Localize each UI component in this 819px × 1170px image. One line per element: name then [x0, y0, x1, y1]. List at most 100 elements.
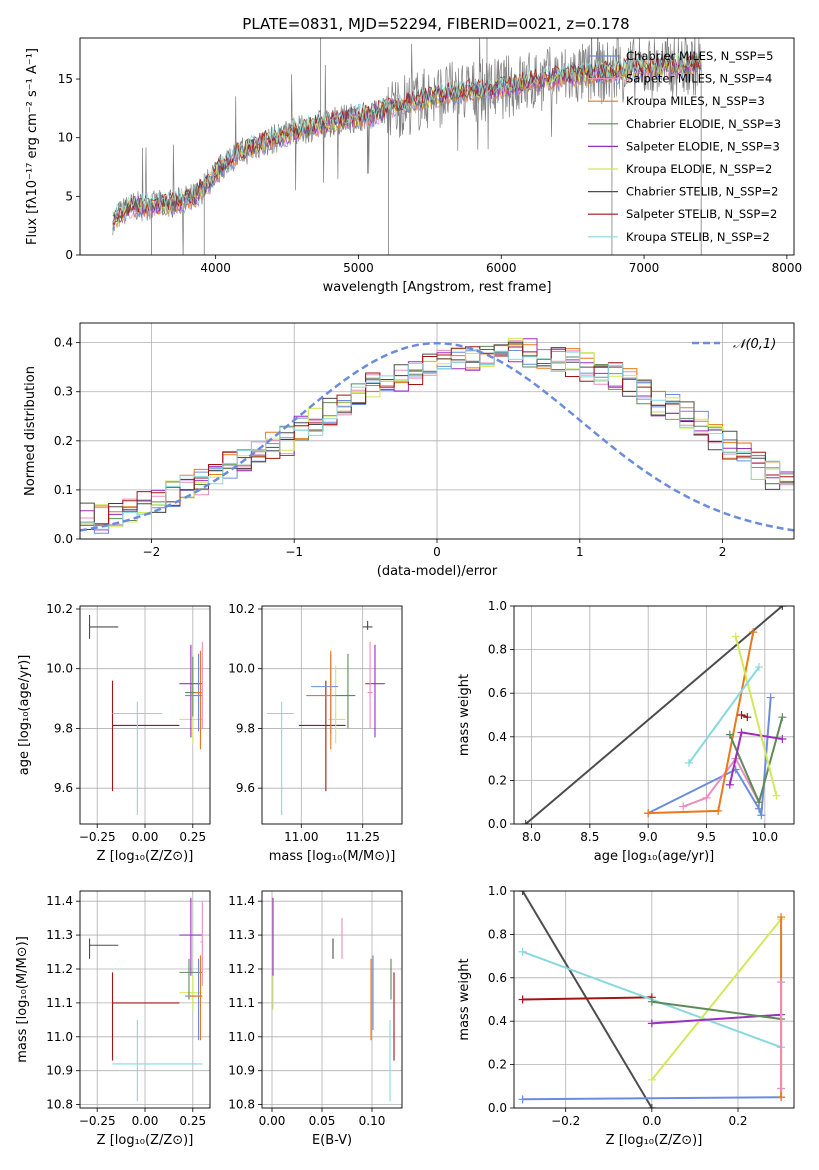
y-tick-label: 9.8 [54, 721, 73, 735]
y-tick-label: 11.4 [46, 894, 73, 908]
legend: Chabrier MILES, N_SSP=5 Salpeter MILES, N… [588, 49, 781, 244]
y-tick-label: 0.4 [488, 730, 507, 744]
plot-area-age-weight [521, 606, 787, 824]
x-tick-label: 0.25 [179, 1114, 206, 1128]
x-tick-label: 9.5 [697, 830, 716, 844]
weight-marker [518, 891, 527, 895]
normal-curve [80, 341, 794, 532]
weight-marker [778, 734, 787, 743]
y-axis-label: mass [log₁₀(M/M⊙)] [15, 936, 30, 1063]
x-axis-label: wavelength [Angstrom, rest frame] [323, 280, 552, 295]
y-tick-label: 10.2 [228, 602, 255, 616]
y-tick-label: 10.9 [228, 1064, 255, 1078]
y-tick-label: 9.6 [54, 781, 73, 795]
y-tick-label: 0.0 [54, 532, 73, 546]
x-tick-label: 0.25 [179, 830, 206, 844]
weight-marker [743, 713, 752, 722]
model-spectrum [112, 53, 702, 225]
x-tick-label: 8.0 [522, 830, 541, 844]
legend-label: Kroupa MILES, N_SSP=3 [626, 94, 765, 108]
weight-marker [644, 809, 653, 818]
y-tick-label: 11.3 [46, 928, 73, 942]
weight-marker [714, 806, 723, 815]
x-tick-label: 5000 [343, 261, 374, 275]
plot-area-spectrum [112, 38, 702, 255]
y-axis-label: age [log₁₀(age/yr)] [17, 655, 32, 776]
y-axis-label: Flux [fλ10⁻¹⁷ erg cm⁻² s⁻¹ A⁻¹] [25, 48, 40, 245]
x-tick-label: 8000 [772, 261, 803, 275]
y-tick-label: 11.3 [228, 928, 255, 942]
weight-marker [731, 632, 740, 641]
residual-histogram [80, 346, 794, 530]
legend-label: Salpeter ELODIE, N_SSP=3 [626, 139, 780, 153]
legend-label: Salpeter STELIB, N_SSP=2 [626, 207, 777, 221]
axes-frame [513, 890, 795, 1109]
axes-frame [79, 37, 795, 256]
axes-frame [79, 890, 211, 1109]
weight-line [522, 1096, 782, 1101]
x-tick-label: −0.25 [79, 1114, 116, 1128]
y-tick-label: 10.8 [46, 1098, 73, 1112]
weight-line [651, 918, 782, 1081]
weight-marker [737, 711, 746, 719]
x-tick-label: 9.0 [639, 830, 658, 844]
residual-histogram [80, 349, 794, 530]
axes-mass-age: 11.00 11.25 9.6 9.8 10.0 10.2 mass [log₁₀(M/M⊙… [228, 602, 403, 864]
plot-area-mass-age [266, 620, 385, 816]
axes-frame [261, 890, 403, 1109]
y-tick-label: 10.0 [228, 662, 255, 676]
x-axis-label: age [log₁₀(age/yr)] [594, 849, 715, 864]
figure-title: PLATE=0831, MJD=52294, FIBERID=0021, z=0… [242, 15, 629, 33]
weight-marker [518, 995, 527, 1004]
x-tick-label: 1 [576, 545, 584, 559]
y-tick-label: 9.8 [236, 721, 255, 735]
x-axis-label: Z [log₁₀(Z/Z⊙)] [606, 1133, 703, 1148]
legend-label: Chabrier MILES, N_SSP=5 [626, 49, 773, 63]
axes-frame [261, 605, 403, 825]
x-tick-label: −0.25 [79, 830, 116, 844]
weight-marker [777, 913, 786, 922]
y-tick-label: 0.2 [488, 773, 507, 787]
y-tick-label: 11.2 [46, 962, 73, 976]
x-axis-label: (data-model)/error [377, 564, 498, 579]
y-tick-label: 11.0 [228, 1030, 255, 1044]
x-tick-label: 0.0 [642, 1114, 661, 1128]
y-tick-label: 11.1 [46, 996, 73, 1010]
x-tick-label: 10.0 [751, 830, 778, 844]
x-tick-label: 2 [719, 545, 727, 559]
weight-marker [702, 793, 711, 802]
weight-line [682, 756, 760, 808]
weight-marker [647, 997, 656, 1006]
weight-marker [647, 1019, 656, 1028]
axes-frame [79, 605, 211, 825]
axes-age-weight: 8.0 8.5 9.0 9.5 10.0 0.0 0.2 0.4 0.6 0.8 1.0 age [l… [457, 599, 795, 864]
weight-line [525, 606, 783, 824]
weight-marker [777, 1084, 786, 1093]
axes-z-age: −0.25 0.00 0.25 9.6 9.8 10.0 10.2 Z [log₁₀(Z/Z⊙… [17, 602, 211, 864]
y-tick-label: 0.2 [488, 1058, 507, 1072]
y-tick-label: 15 [58, 72, 73, 86]
y-tick-label: 11.1 [228, 996, 255, 1010]
plot-area-z-age [89, 614, 203, 816]
x-tick-label: 0.2 [728, 1114, 747, 1128]
weight-line [522, 996, 652, 1001]
y-tick-label: 9.6 [236, 781, 255, 795]
model-spectrum [112, 52, 702, 223]
weight-marker [737, 728, 746, 737]
y-tick-label: 0.8 [488, 927, 507, 941]
weight-marker [518, 947, 527, 956]
x-tick-label: 4000 [200, 261, 231, 275]
plot-area-z-mass [89, 897, 203, 1102]
axes-residuals: −2 −1 0 1 2 0.0 0.1 0.2 0.3 0.4 (data-model)/error… [23, 322, 795, 579]
model-spectrum [112, 56, 702, 231]
weight-marker [518, 1095, 527, 1104]
weight-marker [725, 730, 734, 739]
legend-label: Chabrier STELIB, N_SSP=2 [626, 185, 778, 199]
y-tick-label: 0.8 [488, 643, 507, 657]
weight-marker [757, 811, 766, 820]
weight-marker [778, 606, 787, 610]
x-tick-label: 8.5 [580, 830, 599, 844]
residual-histogram [80, 344, 794, 523]
y-tick-label: 10.0 [46, 662, 73, 676]
weight-marker [725, 780, 734, 789]
